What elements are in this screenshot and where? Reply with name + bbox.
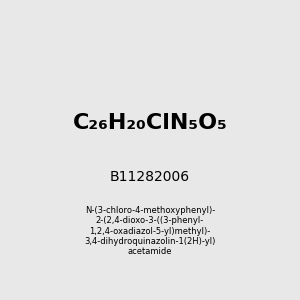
Text: N-(3-chloro-4-methoxyphenyl)-
2-(2,4-dioxo-3-((3-phenyl-
1,2,4-oxadiazol-5-yl)me: N-(3-chloro-4-methoxyphenyl)- 2-(2,4-dio…	[84, 206, 216, 256]
Text: C₂₆H₂₀ClN₅O₅: C₂₆H₂₀ClN₅O₅	[73, 113, 227, 133]
Text: B11282006: B11282006	[110, 170, 190, 184]
